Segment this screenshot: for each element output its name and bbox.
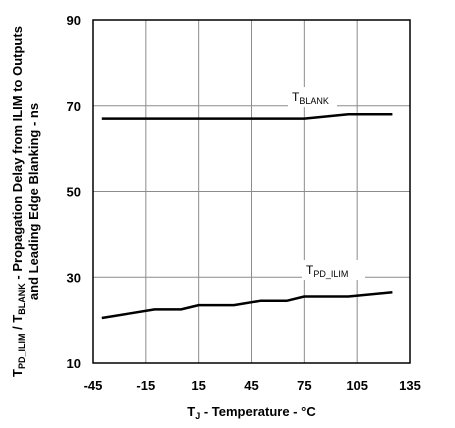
series-label-t_pd_ilim: TPD_ILIM: [306, 263, 348, 279]
y-tick-label: 70: [67, 99, 81, 114]
series-label-bg: [302, 260, 365, 280]
x-tick-label: -45: [84, 378, 103, 393]
x-axis-label-main: T: [187, 404, 195, 419]
series-line-t_blank: [101, 113, 393, 120]
y-tick-label: 30: [67, 270, 81, 285]
x-tick-label: 105: [346, 378, 368, 393]
y-axis-label-line2: and Leading Edge Blanking - ns: [26, 103, 41, 300]
x-tick-label: 135: [399, 378, 421, 393]
x-axis-label-sub: J: [195, 411, 200, 421]
series-line-t_pd_ilim: [101, 291, 393, 320]
series-lines: [101, 113, 393, 320]
x-tick-label: 45: [244, 378, 258, 393]
y-axis-label: TPD_ILIM / TBLANK - Propagation Delay fr…: [10, 26, 41, 377]
x-axis-label-rest: - Temperature - °C: [200, 404, 316, 419]
x-tick-label: 75: [297, 378, 311, 393]
series-labels: TBLANK TPD_ILIM: [288, 87, 365, 280]
y-tick-label: 90: [67, 13, 81, 28]
tick-labels: -45 -15 15 45 75 105 135 10 30 50 70 90: [67, 13, 421, 393]
series-label-bg: [288, 87, 337, 107]
series-label-t_blank: TBLANK: [292, 90, 329, 106]
y-axis-label-line1: TPD_ILIM / TBLANK - Propagation Delay fr…: [10, 26, 27, 377]
x-tick-label: -15: [136, 378, 155, 393]
x-tick-label: 15: [191, 378, 205, 393]
y-tick-label: 50: [67, 185, 81, 200]
plot-frame: [92, 19, 411, 364]
x-axis-label: TJ - Temperature - °C: [187, 404, 316, 421]
y-tick-label: 10: [67, 356, 81, 371]
